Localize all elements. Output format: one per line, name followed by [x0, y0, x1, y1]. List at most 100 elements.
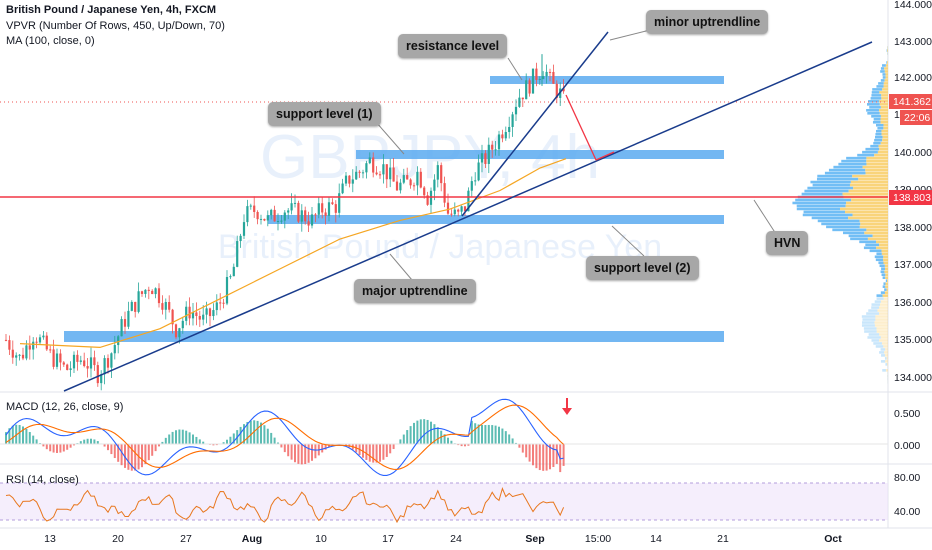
volume-profile-bar [810, 180, 851, 184]
volume-profile-bar [883, 126, 888, 130]
macd-histogram-bar [314, 444, 317, 459]
signal-line [5, 404, 564, 470]
macd-histogram-bar [280, 444, 283, 448]
candle-body [52, 349, 55, 367]
candle-body [412, 185, 416, 187]
volume-profile-bar [816, 177, 859, 181]
volume-profile-bar [884, 264, 888, 268]
candle-body [382, 164, 385, 175]
volume-profile-bar [802, 213, 853, 217]
candle-body [229, 276, 232, 278]
macd-histogram-bar [45, 444, 48, 450]
volume-profile-bar [884, 270, 888, 274]
volume-profile-bar [846, 201, 888, 205]
candle-body [191, 312, 195, 319]
candle-body [463, 206, 467, 212]
macd-histogram-bar [287, 444, 290, 457]
countdown-value: 22:06 [904, 112, 930, 124]
macd-histogram-bar [402, 434, 405, 444]
candle-body [225, 276, 229, 304]
macd-histogram-bar [151, 444, 154, 456]
macd-histogram-bar [399, 439, 402, 444]
macd-histogram-bar [311, 444, 313, 461]
volume-profile-bar [857, 153, 875, 157]
volume-profile-bar [886, 288, 888, 291]
candle-body [161, 303, 164, 310]
minor-uptrendline [461, 31, 609, 217]
volume-profile-bar [872, 88, 883, 91]
volume-profile-bar [885, 369, 888, 372]
candle-body [399, 182, 402, 191]
support-zone-1 [356, 150, 724, 159]
candle-body [130, 301, 133, 311]
macd-histogram-bar [382, 444, 385, 460]
candle-body [103, 358, 106, 375]
candle-body [239, 235, 242, 242]
candle-body [378, 174, 382, 176]
candle-body [259, 218, 263, 220]
last-price-value: 141.362 [893, 96, 931, 108]
volume-profile-bar [849, 183, 888, 187]
candle-body [375, 172, 378, 175]
x-tick-label: Sep [525, 533, 544, 545]
volume-profile-bar [881, 273, 886, 277]
volume-profile-bar [873, 117, 881, 121]
volume-profile-bar [833, 165, 863, 169]
candle-body [256, 211, 259, 220]
candle-body [263, 218, 266, 221]
macd-histogram-bar [423, 419, 426, 444]
candle-body [208, 308, 212, 317]
volume-profile-bar [867, 237, 888, 241]
hline-price-tag: 138.803 [889, 190, 932, 205]
candle-body [222, 302, 225, 304]
volume-profile-bar [865, 147, 880, 151]
volume-profile-bar [867, 112, 880, 115]
volume-profile-bar [883, 255, 888, 259]
candle-body [219, 302, 222, 304]
candle-body [321, 203, 324, 213]
volume-profile-bar [862, 150, 878, 154]
macd-histogram-bar [215, 444, 218, 446]
volume-profile-bar [824, 171, 866, 175]
volume-profile-bar [881, 267, 886, 271]
macd-histogram-bar [178, 429, 181, 444]
volume-profile-bar [866, 159, 888, 163]
volume-profile-bar [882, 276, 886, 279]
volume-profile-bar [867, 103, 880, 106]
candle-body [531, 68, 535, 94]
volume-profile-bar [801, 192, 843, 196]
macd-histogram-bar [263, 425, 266, 444]
volume-profile-bar [868, 309, 878, 312]
macd-histogram-bar [474, 423, 477, 444]
macd-histogram-bar [484, 425, 487, 444]
volume-profile-bar [882, 285, 886, 288]
macd-histogram-bar [477, 424, 480, 444]
volume-profile-bar [879, 306, 888, 309]
candle-body [188, 306, 191, 319]
volume-profile [792, 46, 888, 384]
y-tick-label: 136.000 [894, 297, 932, 309]
volume-profile-bar [796, 204, 846, 208]
volume-profile-bar [842, 192, 888, 196]
hline-price-value: 138.803 [893, 192, 931, 204]
candle-body [358, 171, 361, 173]
candle-body [174, 324, 178, 338]
indicator-axis: 0.500 0.000 80.00 40.00 [894, 408, 920, 518]
candle-body [246, 206, 249, 223]
candle-body [521, 97, 524, 100]
volume-profile-bar [885, 267, 888, 271]
candle-body [528, 80, 531, 94]
macd-histogram-bar [171, 431, 174, 444]
volume-profile-bar [879, 100, 888, 103]
candle-body [49, 349, 52, 351]
volume-profile-bar [867, 336, 881, 339]
volume-profile-bar [807, 186, 854, 190]
macd-histogram-bar [290, 444, 293, 460]
macd-histogram-bar [35, 439, 38, 444]
volume-profile-bar [860, 222, 888, 226]
volume-profile-bar [883, 297, 888, 300]
time-axis[interactable]: 13 20 27 Aug 10 17 24 Sep 15:00 14 21 Oc… [44, 533, 842, 545]
volume-profile-bar [887, 61, 888, 64]
macd-histogram-bar [107, 444, 109, 451]
